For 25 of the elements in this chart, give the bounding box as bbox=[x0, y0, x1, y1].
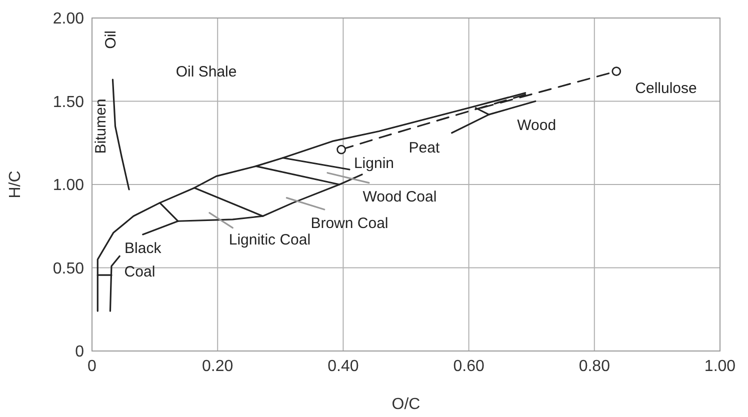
annotation: Lignitic Coal bbox=[228, 232, 311, 249]
y-axis-title: H/C bbox=[7, 170, 24, 198]
y-tick-label: 0 bbox=[75, 344, 84, 361]
annotation: Cellulose bbox=[635, 80, 697, 98]
y-tick-label: 1.00 bbox=[52, 177, 84, 194]
x-tick-label: 1.00 bbox=[704, 358, 736, 375]
x-tick-label: 0 bbox=[88, 358, 97, 375]
x-tick-label: 0.40 bbox=[328, 358, 359, 375]
annotation: Lignin bbox=[354, 155, 394, 172]
x-tick-label: 0.20 bbox=[202, 358, 234, 375]
annotation: Wood bbox=[517, 116, 556, 134]
annotation: Peat bbox=[408, 139, 440, 156]
annotation: Oil bbox=[102, 30, 120, 49]
y-tick-label: 2.00 bbox=[52, 10, 84, 28]
y-tick-label: 0.50 bbox=[52, 260, 84, 278]
annotation: Brown Coal bbox=[310, 215, 388, 232]
annotation: Wood Coal bbox=[362, 188, 437, 206]
y-tick-label: 1.50 bbox=[52, 94, 84, 111]
annotation: Oil Shale bbox=[176, 64, 237, 81]
annotation: Black bbox=[124, 240, 162, 258]
annotation: Coal bbox=[124, 263, 156, 280]
x-axis-title: O/C bbox=[392, 396, 420, 413]
annotation: Bitumen bbox=[92, 98, 110, 154]
x-tick-label: 0.80 bbox=[578, 358, 610, 375]
x-tick-label: 0.60 bbox=[453, 358, 484, 375]
